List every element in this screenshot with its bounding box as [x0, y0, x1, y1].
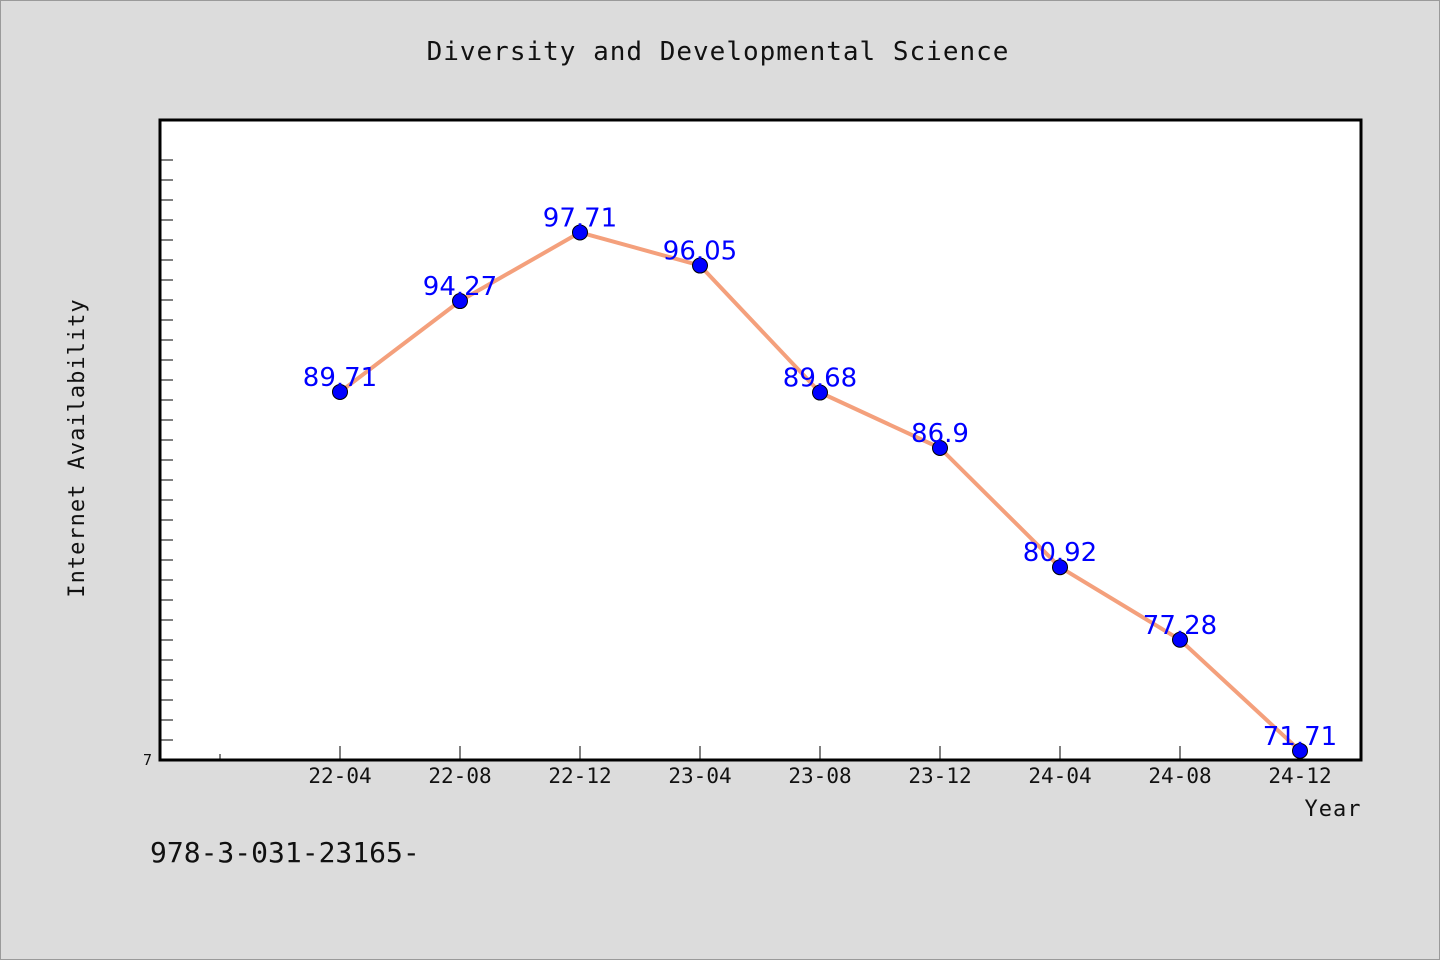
data-point-label: 77.28	[1143, 611, 1217, 641]
series-markers	[332, 224, 1308, 759]
data-point-label: 97.71	[543, 203, 617, 233]
data-point-label: 71.71	[1263, 722, 1337, 752]
x-tick-label: 24-04	[1028, 764, 1091, 788]
data-point-label: 86.9	[911, 419, 969, 449]
data-point-marker	[572, 224, 588, 241]
x-axis-ticks: 22-04 22-08 22-12 23-04 23-08 23-12 24-04 24-08…	[219, 746, 1332, 788]
x-axis-title: Year	[1305, 797, 1362, 822]
plot-frame	[158, 118, 1363, 762]
x-tick-label: 22-12	[548, 764, 611, 788]
x-tick-label: 24-12	[1268, 764, 1331, 788]
data-point-marker	[332, 383, 348, 400]
footer-isbn-text: 978-3-031-23165-	[150, 836, 420, 869]
data-point-marker	[452, 293, 468, 310]
y-axis-title: Internet Availability	[65, 298, 90, 597]
y-axis-ticks: 7	[143, 159, 173, 769]
x-tick-label: 22-08	[428, 764, 491, 788]
data-point-label: 89.68	[783, 364, 857, 394]
x-tick-label: 23-04	[668, 764, 731, 788]
data-point-marker	[692, 257, 708, 274]
data-labels: 89.71 94.27 97.71 96.05 89.68 86.9 80.92 77.28 7…	[303, 203, 1337, 751]
x-tick-label: 24-08	[1148, 764, 1211, 788]
data-point-label: 94.27	[423, 272, 497, 302]
data-point-marker	[1052, 559, 1068, 576]
data-point-marker	[1172, 631, 1188, 648]
y-tick-label: 7	[143, 751, 152, 769]
data-point-label: 80.92	[1023, 538, 1097, 568]
data-point-label: 89.71	[303, 363, 377, 393]
data-point-marker	[932, 439, 948, 456]
x-tick-label: 22-04	[308, 764, 371, 788]
x-tick-label: 23-12	[908, 764, 971, 788]
data-point-label: 96.05	[663, 237, 737, 267]
data-point-marker	[812, 384, 828, 401]
data-point-marker	[1292, 742, 1308, 759]
x-tick-label: 23-08	[788, 764, 851, 788]
chart-title: Diversity and Developmental Science	[427, 37, 1010, 67]
plot-area	[160, 120, 1361, 760]
